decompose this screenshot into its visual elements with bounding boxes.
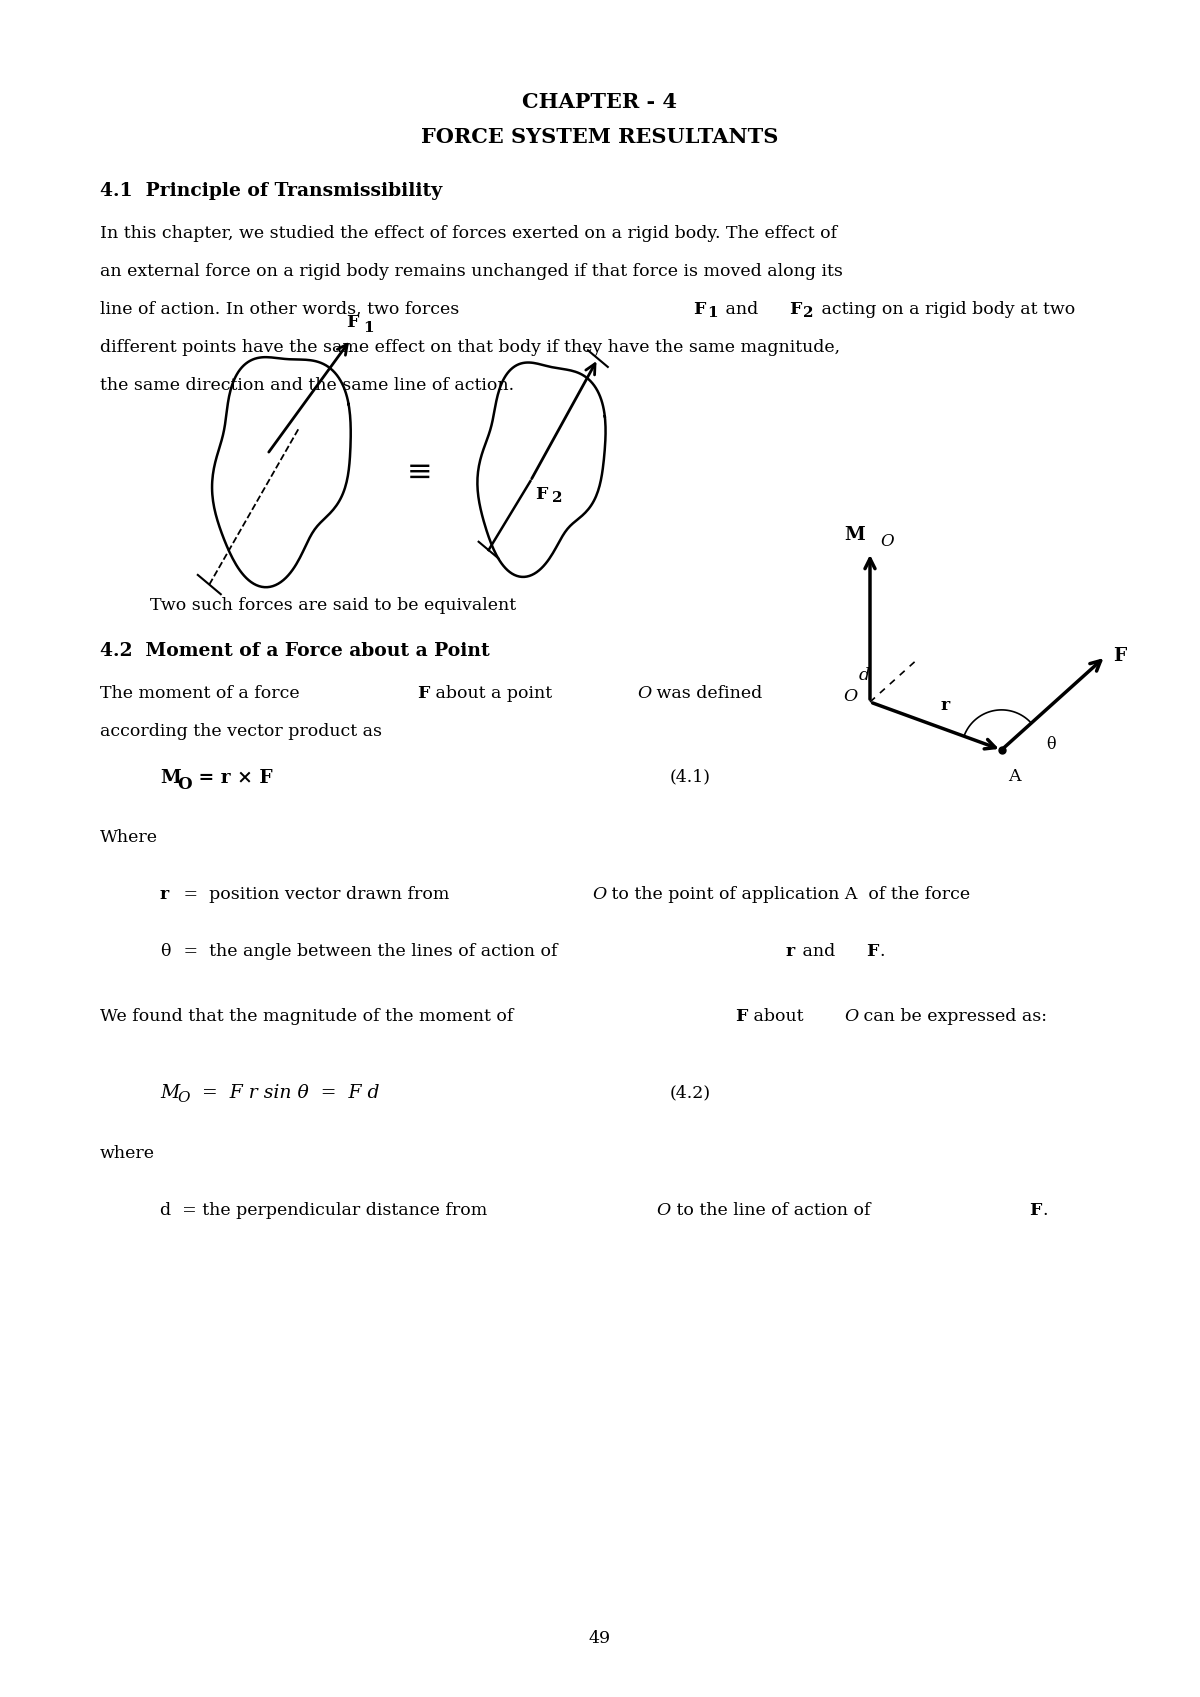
Text: We found that the magnitude of the moment of: We found that the magnitude of the momen… [100, 1008, 518, 1025]
Text: CHAPTER - 4: CHAPTER - 4 [522, 92, 678, 112]
Text: acting on a rigid body at two: acting on a rigid body at two [816, 300, 1075, 317]
Text: F: F [734, 1008, 748, 1025]
Text: FORCE SYSTEM RESULTANTS: FORCE SYSTEM RESULTANTS [421, 127, 779, 148]
Text: In this chapter, we studied the effect of forces exerted on a rigid body. The ef: In this chapter, we studied the effect o… [100, 226, 838, 243]
Text: according the vector product as: according the vector product as [100, 723, 382, 740]
Text: 1: 1 [708, 307, 718, 321]
Text: about a point: about a point [431, 686, 558, 703]
Text: F: F [1030, 1201, 1042, 1218]
Text: θ: θ [1046, 736, 1056, 753]
Text: where: where [100, 1145, 155, 1162]
Text: can be expressed as:: can be expressed as: [858, 1008, 1048, 1025]
Text: was defined: was defined [652, 686, 763, 703]
Text: (4.2): (4.2) [670, 1084, 712, 1101]
Text: O: O [592, 886, 606, 903]
Text: = r × F: = r × F [192, 769, 272, 787]
Text: =  F r sin θ  =  F d: = F r sin θ = F d [190, 1084, 379, 1101]
Text: F: F [346, 314, 358, 331]
Text: 4.2  Moment of a Force about a Point: 4.2 Moment of a Force about a Point [100, 641, 490, 660]
Text: F: F [535, 485, 547, 502]
Text: O: O [845, 1008, 859, 1025]
Text: F: F [418, 686, 430, 703]
Text: θ: θ [160, 944, 170, 961]
Text: 4.1  Principle of Transmissibility: 4.1 Principle of Transmissibility [100, 182, 443, 200]
Text: 2: 2 [804, 307, 814, 321]
Text: d: d [858, 667, 870, 684]
Text: A: A [1008, 767, 1021, 786]
Text: M: M [160, 769, 181, 787]
Text: about: about [748, 1008, 809, 1025]
Text: O: O [637, 686, 652, 703]
Text: to the point of application A  of the force: to the point of application A of the for… [606, 886, 976, 903]
Text: an external force on a rigid body remains unchanged if that force is moved along: an external force on a rigid body remain… [100, 263, 842, 280]
Text: different points have the same effect on that body if they have the same magnitu: different points have the same effect on… [100, 339, 840, 356]
Text: O: O [178, 1091, 190, 1105]
Text: The moment of a force: The moment of a force [100, 686, 305, 703]
Text: Two such forces are said to be equivalent: Two such forces are said to be equivalen… [150, 597, 516, 614]
Text: Where: Where [100, 830, 158, 847]
Text: O: O [844, 689, 858, 706]
Text: 49: 49 [589, 1631, 611, 1648]
Text: the same direction and the same line of action.: the same direction and the same line of … [100, 377, 514, 394]
Text: F: F [1114, 647, 1127, 665]
Text: F: F [694, 300, 706, 317]
Text: F: F [866, 944, 878, 961]
Text: .: . [880, 944, 884, 961]
Text: O: O [880, 533, 894, 550]
Text: line of action. In other words, two forces: line of action. In other words, two forc… [100, 300, 464, 317]
Text: ≡: ≡ [407, 456, 433, 487]
Text: and: and [720, 300, 764, 317]
Text: (4.1): (4.1) [670, 769, 710, 786]
Text: O: O [178, 776, 192, 792]
Text: r: r [160, 886, 169, 903]
Text: and: and [797, 944, 841, 961]
Text: F: F [790, 300, 802, 317]
Text: =  the angle between the lines of action of: = the angle between the lines of action … [178, 944, 563, 961]
Text: 1: 1 [362, 321, 373, 336]
Text: O: O [656, 1201, 671, 1218]
Text: r: r [785, 944, 794, 961]
Text: M: M [160, 1084, 179, 1101]
Text: r: r [941, 697, 950, 714]
Text: 2: 2 [552, 490, 563, 506]
Text: .: . [1043, 1201, 1048, 1218]
Text: M: M [845, 526, 865, 545]
Text: to the line of action of: to the line of action of [671, 1201, 876, 1218]
Text: =  position vector drawn from: = position vector drawn from [178, 886, 455, 903]
Text: d  = the perpendicular distance from: d = the perpendicular distance from [160, 1201, 493, 1218]
